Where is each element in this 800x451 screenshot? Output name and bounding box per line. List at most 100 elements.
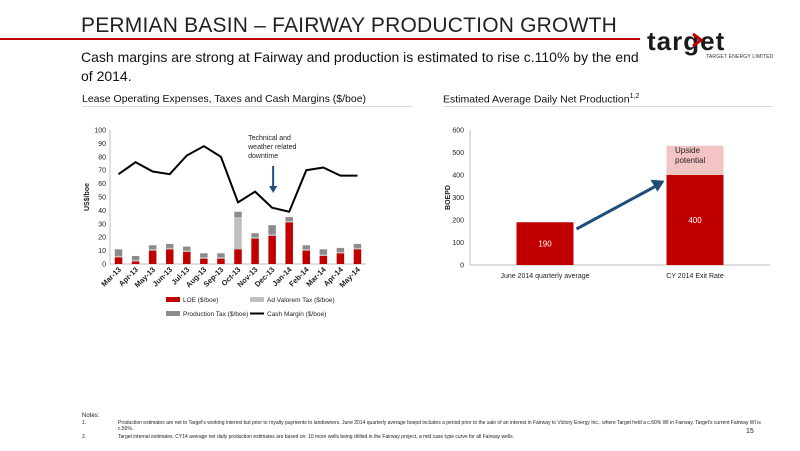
bar-segment bbox=[234, 249, 242, 264]
slide-subtitle: Cash margins are strong at Fairway and p… bbox=[81, 49, 639, 84]
legend-label: Cash Margin ($/boe) bbox=[267, 311, 326, 318]
legend-swatch bbox=[250, 297, 264, 302]
note-1-text: Production estimates are net to Target's… bbox=[118, 420, 761, 432]
bar-segment bbox=[268, 235, 276, 264]
bar-segment bbox=[336, 253, 345, 264]
y-tick-label: 60 bbox=[98, 181, 106, 188]
left-section-rule bbox=[82, 106, 412, 107]
bar-segment bbox=[131, 259, 140, 262]
bar-segment bbox=[114, 257, 123, 264]
bar-segment bbox=[200, 257, 208, 259]
legend-label: Production Tax ($/boe) bbox=[183, 311, 248, 318]
bar-segment bbox=[131, 261, 140, 264]
y-tick-label: 50 bbox=[98, 195, 106, 202]
bar-segment bbox=[285, 217, 293, 222]
bar-segment bbox=[148, 249, 157, 251]
annotation-arrow-head bbox=[269, 186, 278, 193]
title-rule bbox=[0, 38, 640, 40]
y-tick-label: 600 bbox=[452, 128, 464, 135]
target-logo: target bbox=[647, 28, 725, 56]
y-tick-label: 400 bbox=[452, 173, 464, 180]
bar-segment bbox=[285, 222, 293, 264]
bar-segment bbox=[302, 249, 311, 251]
bar-segment bbox=[353, 243, 362, 248]
right-section-title-text: Estimated Average Daily Net Production bbox=[443, 93, 630, 106]
annotation-text: Technical and bbox=[248, 135, 291, 142]
bar-segment bbox=[183, 251, 191, 264]
legend-swatch bbox=[166, 297, 180, 302]
notes-label: Notes: bbox=[82, 413, 100, 419]
bar-segment bbox=[165, 243, 174, 248]
bar-segment bbox=[336, 251, 345, 254]
bar-segment bbox=[251, 237, 259, 239]
bar-segment bbox=[131, 255, 140, 260]
bar-segment bbox=[302, 245, 311, 250]
y-axis-title: US$/boe bbox=[84, 183, 91, 211]
cash-margin-line bbox=[117, 144, 358, 213]
bar-segment bbox=[148, 245, 157, 250]
annotation-text: weather related bbox=[247, 144, 296, 151]
growth-arrow-head bbox=[650, 179, 665, 192]
note-2-text: Target internal estimates. CY14 average … bbox=[118, 434, 515, 440]
left-section-title: Lease Operating Expenses, Taxes and Cash… bbox=[82, 93, 367, 105]
bar-segment bbox=[336, 247, 345, 252]
note-1-number: 1. bbox=[82, 420, 87, 426]
right-section-sup: 1,2 bbox=[629, 93, 640, 100]
y-tick-label: 80 bbox=[98, 154, 106, 161]
y-tick-label: 500 bbox=[452, 150, 464, 157]
bar-segment bbox=[319, 255, 328, 264]
bar-segment bbox=[251, 238, 259, 264]
legend-label: Ad Valorem Tax ($/boe) bbox=[267, 297, 335, 304]
y-tick-label: 40 bbox=[98, 208, 106, 215]
bar-segment bbox=[234, 217, 242, 250]
y-axis-title: BOEPD bbox=[445, 185, 452, 210]
bar-segment bbox=[217, 257, 225, 259]
right-section-title: Estimated Average Daily Net Production1,… bbox=[443, 93, 639, 106]
bar-segment bbox=[114, 255, 123, 258]
y-tick-label: 90 bbox=[98, 141, 106, 148]
y-tick-label: 10 bbox=[98, 248, 106, 255]
bar-segment bbox=[183, 250, 191, 252]
x-tick-label: CY 2014 Exit Rate bbox=[666, 273, 724, 280]
bar-segment bbox=[319, 254, 328, 256]
bar-segment bbox=[165, 249, 174, 264]
right-section-rule bbox=[443, 106, 773, 107]
note-2-number: 2. bbox=[82, 434, 87, 440]
legend-swatch bbox=[166, 311, 180, 316]
y-tick-label: 20 bbox=[98, 235, 106, 242]
legend-label: LOE ($/boe) bbox=[183, 297, 218, 304]
upside-label: Upside bbox=[675, 146, 700, 155]
bar-segment bbox=[251, 233, 259, 238]
y-tick-label: 100 bbox=[452, 240, 464, 247]
upside-segment bbox=[666, 145, 724, 175]
bar-segment bbox=[268, 225, 276, 235]
y-tick-label: 300 bbox=[452, 195, 464, 202]
bar-value-label: 190 bbox=[538, 240, 552, 249]
lease-expenses-chart: 0102030405060708090100US$/boeMar-13Apr-1… bbox=[84, 128, 366, 318]
bar-segment bbox=[148, 250, 157, 264]
bar-segment bbox=[217, 253, 225, 258]
y-tick-label: 70 bbox=[98, 168, 106, 175]
bar-value-label: 400 bbox=[688, 216, 702, 225]
logo-text: target bbox=[647, 28, 725, 56]
page-number: 15 bbox=[746, 428, 754, 435]
bar-segment bbox=[319, 249, 328, 255]
bar-segment bbox=[200, 253, 208, 258]
bar-segment bbox=[183, 246, 191, 251]
bar-segment bbox=[268, 234, 276, 236]
production-bar bbox=[516, 222, 574, 265]
logo-tagline: TARGET ENERGY LIMITED bbox=[706, 54, 774, 60]
y-tick-label: 200 bbox=[452, 218, 464, 225]
upside-label: potential bbox=[675, 156, 705, 165]
production-bar bbox=[666, 175, 724, 265]
slide-title: PERMIAN BASIN – FAIRWAY PRODUCTION GROWT… bbox=[81, 14, 617, 37]
x-tick-label: June 2014 quarterly average bbox=[500, 273, 589, 280]
growth-arrow-shaft bbox=[575, 184, 658, 231]
y-tick-label: 0 bbox=[102, 262, 106, 269]
bar-segment bbox=[285, 221, 293, 223]
bar-segment bbox=[353, 247, 362, 250]
bar-segment bbox=[114, 249, 123, 256]
annotation-text: downtime bbox=[248, 153, 278, 160]
bar-segment bbox=[234, 211, 242, 218]
